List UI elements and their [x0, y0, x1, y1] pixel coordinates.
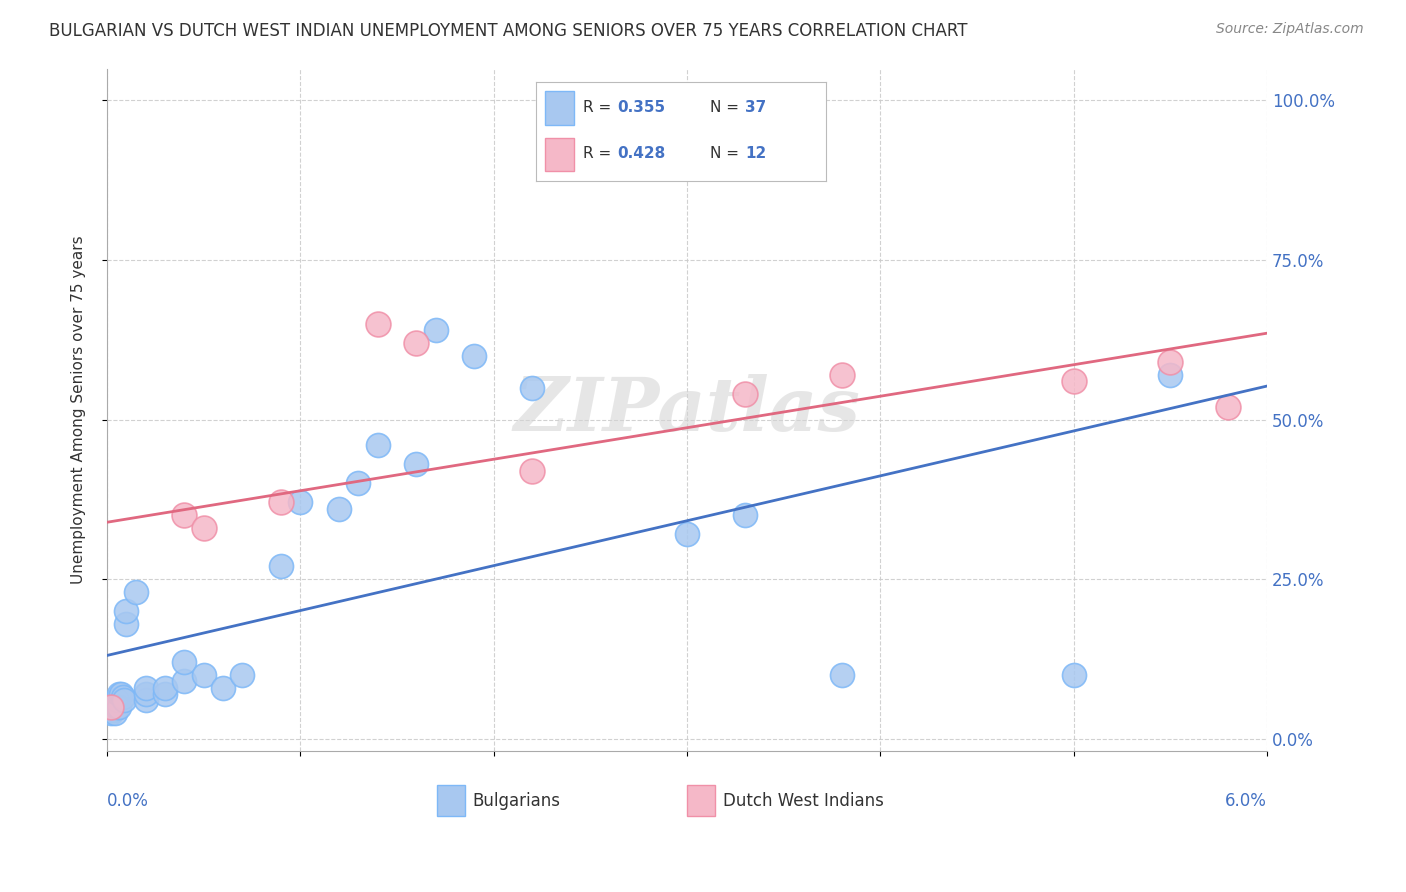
Point — [676, 527, 699, 541]
Text: Source: ZipAtlas.com: Source: ZipAtlas.com — [1216, 22, 1364, 37]
Text: 0.0%: 0.0% — [107, 792, 149, 810]
Point — [105, 699, 128, 714]
Point — [101, 703, 124, 717]
Point — [212, 681, 235, 695]
Point — [173, 655, 195, 669]
Point — [135, 693, 157, 707]
Point — [270, 559, 292, 574]
Point — [193, 667, 215, 681]
Point — [153, 681, 176, 695]
Point — [107, 687, 129, 701]
Text: 6.0%: 6.0% — [1225, 792, 1267, 810]
Point — [231, 667, 253, 681]
Point — [1159, 355, 1181, 369]
Point — [100, 699, 122, 714]
Point — [405, 457, 427, 471]
Point — [734, 508, 756, 523]
Point — [100, 706, 122, 720]
Point — [405, 335, 427, 350]
Point — [125, 584, 148, 599]
Point — [115, 616, 138, 631]
Point — [270, 495, 292, 509]
Point — [104, 706, 127, 720]
Point — [105, 693, 128, 707]
Point — [114, 693, 136, 707]
Point — [115, 604, 138, 618]
Point — [831, 667, 853, 681]
Point — [1063, 667, 1085, 681]
Point — [135, 687, 157, 701]
Point — [153, 687, 176, 701]
Point — [107, 699, 129, 714]
Point — [328, 501, 350, 516]
Point — [1063, 374, 1085, 388]
Text: ZIPatlas: ZIPatlas — [513, 374, 860, 446]
Point — [1159, 368, 1181, 382]
Point — [135, 681, 157, 695]
Point — [173, 508, 195, 523]
Point — [367, 317, 389, 331]
Point — [522, 381, 544, 395]
Point — [290, 495, 312, 509]
Point — [1218, 400, 1240, 414]
Text: BULGARIAN VS DUTCH WEST INDIAN UNEMPLOYMENT AMONG SENIORS OVER 75 YEARS CORRELAT: BULGARIAN VS DUTCH WEST INDIAN UNEMPLOYM… — [49, 22, 967, 40]
Point — [831, 368, 853, 382]
Point — [173, 674, 195, 689]
Point — [193, 521, 215, 535]
Point — [522, 464, 544, 478]
Point — [463, 349, 485, 363]
Point — [425, 323, 447, 337]
Point — [111, 690, 134, 705]
Point — [367, 438, 389, 452]
Y-axis label: Unemployment Among Seniors over 75 years: Unemployment Among Seniors over 75 years — [72, 235, 86, 584]
Point — [110, 687, 132, 701]
Point — [347, 476, 370, 491]
Point — [734, 387, 756, 401]
